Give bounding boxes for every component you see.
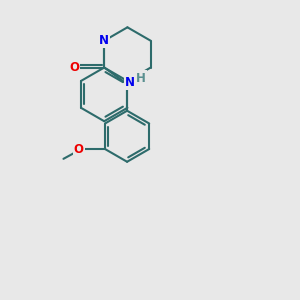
- Text: N: N: [125, 76, 135, 89]
- Text: O: O: [74, 142, 84, 155]
- Text: N: N: [99, 34, 109, 47]
- Text: H: H: [136, 71, 146, 85]
- Text: O: O: [69, 61, 79, 74]
